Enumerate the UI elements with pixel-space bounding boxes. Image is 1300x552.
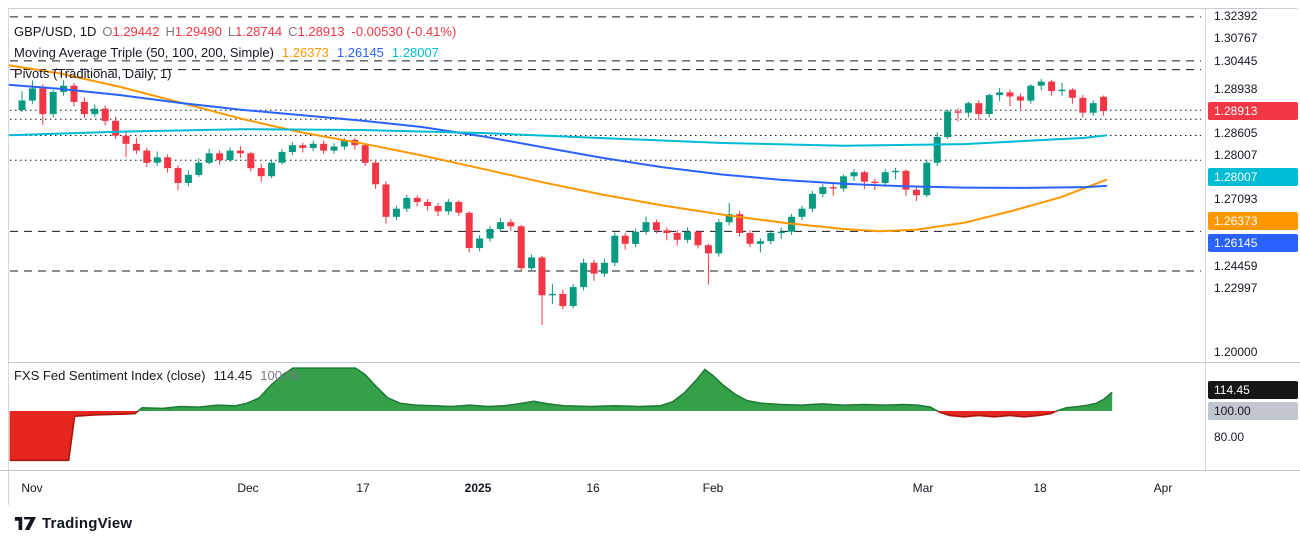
ma-indicator-values: 1.26373 1.26145 1.28007 bbox=[274, 45, 439, 60]
candlestick-series bbox=[18, 78, 1108, 325]
ohlc-value: 1.28744 bbox=[235, 24, 283, 39]
price-axis-border bbox=[1205, 8, 1206, 470]
time-tick-label: Apr bbox=[1153, 481, 1173, 495]
symbol-title: GBP/USD, 1D bbox=[14, 24, 97, 39]
price-tick-label: 1.30767 bbox=[1214, 31, 1258, 45]
price-badge: 1.26145 bbox=[1208, 234, 1298, 252]
tradingview-logo[interactable]: TradingView bbox=[13, 514, 132, 533]
sentiment-badge: 100.00 bbox=[1208, 402, 1298, 420]
sentiment-badge: 114.45 bbox=[1208, 381, 1298, 399]
price-tick-label: 1.28007 bbox=[1214, 148, 1258, 162]
price-axis[interactable]: 1.32392 1.30767 1.30445 1.28938 1.28913 1.286… bbox=[1205, 0, 1300, 362]
sentiment-axis[interactable]: 114.45 100.00 80.00 bbox=[1205, 363, 1300, 463]
footer: TradingView bbox=[13, 514, 132, 533]
ohlc-value: 1.28913 bbox=[297, 24, 345, 39]
price-tick-label: 1.27093 bbox=[1214, 192, 1258, 206]
time-tick-label: 18 bbox=[1033, 481, 1047, 495]
ma-value: 1.28007 bbox=[391, 45, 439, 60]
ohlc-value: 1.29490 bbox=[174, 24, 222, 39]
sentiment-area-series bbox=[9, 367, 1113, 462]
price-tick-label: 1.20000 bbox=[1214, 345, 1258, 359]
time-tick-label: Mar bbox=[912, 481, 934, 495]
ohlc-key: L bbox=[227, 24, 236, 39]
sentiment-value: 100.00 bbox=[260, 368, 301, 383]
time-tick-label: Nov bbox=[21, 481, 43, 495]
price-badge: 1.26373 bbox=[1208, 212, 1298, 230]
sentiment-indicator-values: 114.45 100.00 bbox=[205, 368, 300, 383]
ma-value: 1.26145 bbox=[336, 45, 384, 60]
ohlc-key: O bbox=[102, 24, 113, 39]
symbol-legend-row[interactable]: GBP/USD, 1D O1.29442 H1.29490 L1.28744 C1.28… bbox=[14, 24, 456, 40]
pivots-legend-row[interactable]: Pivots (Traditional, Daily, 1) bbox=[14, 66, 456, 82]
pivots-indicator-title: Pivots (Traditional, Daily, 1) bbox=[14, 66, 172, 81]
price-tick-label: 1.24459 bbox=[1214, 259, 1258, 273]
time-axis[interactable]: Nov Dec 17 2025 16 Feb Mar 18 Apr bbox=[0, 470, 1300, 506]
change-value: -0.00530 (-0.41%) bbox=[351, 24, 457, 39]
sentiment-legend-row[interactable]: FXS Fed Sentiment Index (close) 114.45 100… bbox=[14, 368, 300, 383]
price-chart-plot[interactable] bbox=[0, 0, 1205, 362]
price-tick-label: 1.32392 bbox=[1214, 9, 1258, 23]
sentiment-indicator-title: FXS Fed Sentiment Index (close) bbox=[14, 368, 206, 383]
price-tick-label: 1.22997 bbox=[1214, 281, 1258, 295]
sentiment-value: 114.45 bbox=[213, 368, 253, 383]
tradingview-logo-text: TradingView bbox=[42, 515, 133, 532]
ohlc-key: H bbox=[165, 24, 175, 39]
price-tick-label: 1.28938 bbox=[1214, 82, 1258, 96]
ma-legend-row[interactable]: Moving Average Triple (50, 100, 200, Sim… bbox=[14, 45, 456, 61]
price-tick-label: 1.28605 bbox=[1214, 126, 1258, 140]
time-tick-label: Feb bbox=[702, 481, 724, 495]
price-badge: 1.28007 bbox=[1208, 168, 1298, 186]
ohlc-values: O1.29442 H1.29490 L1.28744 C1.28913 bbox=[96, 24, 344, 39]
ma-value: 1.26373 bbox=[281, 45, 329, 60]
widget-left-border bbox=[8, 8, 9, 505]
ohlc-value: 1.29442 bbox=[112, 24, 160, 39]
widget-top-border bbox=[8, 8, 1297, 9]
price-tick-label: 1.30445 bbox=[1214, 54, 1258, 68]
time-tick-label: 17 bbox=[356, 481, 370, 495]
sentiment-tick-label: 80.00 bbox=[1214, 430, 1245, 444]
pane-separator[interactable] bbox=[8, 362, 1300, 363]
time-tick-label: 16 bbox=[586, 481, 600, 495]
chart-legend: GBP/USD, 1D O1.29442 H1.29490 L1.28744 C1.28… bbox=[14, 24, 456, 87]
price-badge: 1.28913 bbox=[1208, 102, 1298, 120]
ma-lines bbox=[8, 64, 1108, 233]
ma-indicator-title: Moving Average Triple (50, 100, 200, Sim… bbox=[14, 45, 274, 60]
sentiment-plot[interactable] bbox=[0, 363, 1205, 463]
time-tick-label: 2025 bbox=[464, 481, 492, 495]
ohlc-key: C bbox=[288, 24, 298, 39]
time-tick-label: Dec bbox=[237, 481, 259, 495]
tradingview-logo-icon bbox=[14, 517, 37, 530]
